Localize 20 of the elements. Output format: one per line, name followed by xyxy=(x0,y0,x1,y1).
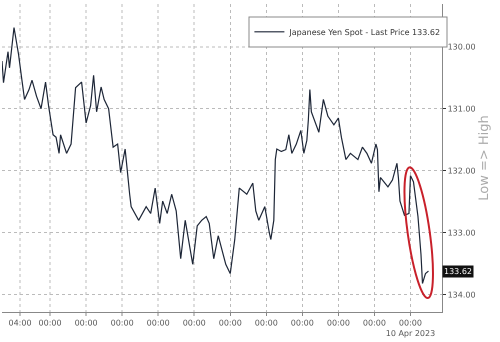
legend-label: Japanese Yen Spot - Last Price 133.62 xyxy=(288,28,440,37)
x-tick-label: 00:00 xyxy=(326,318,350,328)
y-tick-label: 130.00 xyxy=(448,42,476,52)
x-tick-label: 00:00 xyxy=(110,318,134,328)
y-tick-label: 133.00 xyxy=(448,228,476,238)
x-tick-label: 00:00 xyxy=(74,318,98,328)
x-tick-label: 00:00 xyxy=(38,318,62,328)
x-tick-label: 00:00 10 Apr 2023 xyxy=(386,318,436,338)
x-tick-label: 00:00 xyxy=(290,318,314,328)
x-tick-label: 00:00 xyxy=(362,318,386,328)
y-tick-label: 131.00 xyxy=(448,104,476,114)
x-tick-label: 00:00 xyxy=(146,318,170,328)
x-tick-label: 00:00 xyxy=(254,318,278,328)
annotation: 133.62 xyxy=(444,267,472,276)
y-tick-label: 132.00 xyxy=(448,166,476,176)
y-axis-title: Low => High xyxy=(477,115,492,201)
x-tick-label: 04:00 xyxy=(8,318,32,328)
y-tick-label: 134.00 xyxy=(448,290,476,300)
x-tick-label: 00:00 xyxy=(218,318,242,328)
x-tick-label: 00:00 xyxy=(182,318,206,328)
